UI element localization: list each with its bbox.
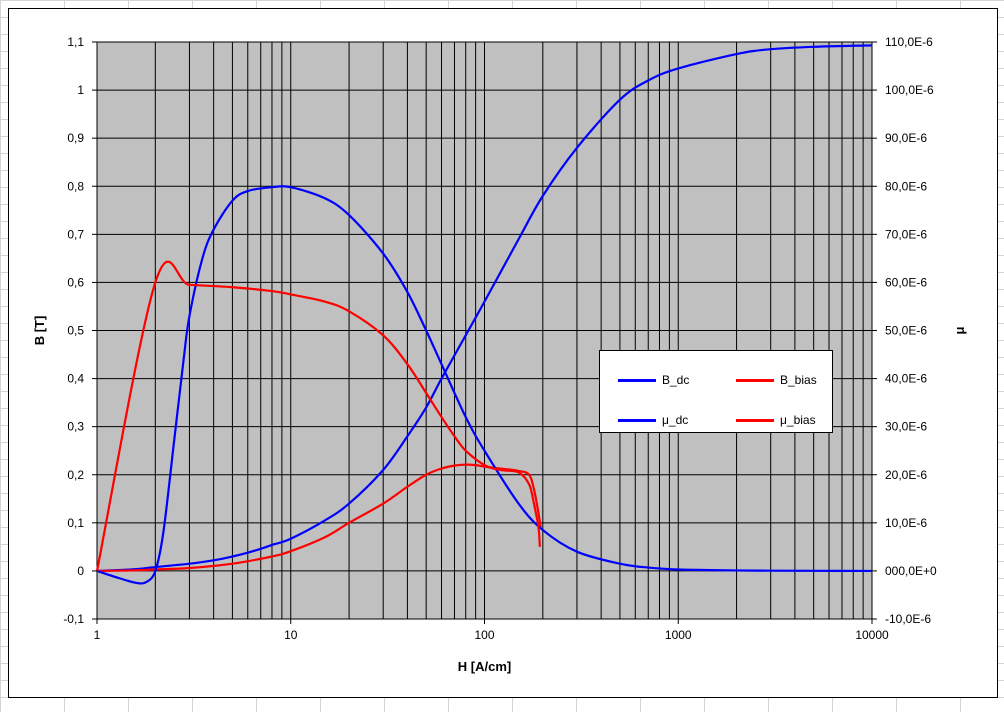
- legend-label: B_bias: [780, 373, 817, 387]
- y-left-tick-label: 0,3: [67, 420, 84, 434]
- series-layer: [95, 44, 873, 585]
- x-tick-label: 10000: [855, 628, 889, 642]
- y-right-tick-label: 70,0E-6: [885, 227, 927, 241]
- x-tick-label: 10: [284, 628, 298, 642]
- y-right-tick-label: 30,0E-6: [885, 420, 927, 434]
- y-left-tick-label: 0,9: [67, 131, 84, 145]
- tick-labels: 1 10 100 1000 10000 -0,1 -10,0E-6 0 000,0E+0 0,1 1…: [63, 35, 937, 642]
- y-left-tick-label: 0,1: [67, 516, 84, 530]
- legend-swatch: [736, 379, 774, 382]
- y-left-axis-title: B [T]: [32, 316, 47, 346]
- y-left-tick-label: 0,2: [67, 468, 84, 482]
- y-left-tick-label: 0,7: [67, 227, 84, 241]
- legend-swatch: [618, 419, 656, 422]
- y-right-tick-label: 80,0E-6: [885, 179, 927, 193]
- series-line-mu-bias: [95, 260, 541, 572]
- y-left-tick-label: 0: [77, 564, 84, 578]
- y-left-tick-label: 1: [77, 83, 84, 97]
- y-right-axis-title: μ: [952, 326, 967, 334]
- y-right-tick-label: -10,0E-6: [885, 612, 931, 626]
- y-right-tick-label: 110,0E-6: [885, 35, 933, 49]
- y-left-tick-label: 1,1: [67, 35, 84, 49]
- y-right-tick-label: 10,0E-6: [885, 516, 927, 530]
- grid-lines: [96, 41, 873, 620]
- chart-area[interactable]: 1 10 100 1000 10000 -0,1 -10,0E-6 0 000,0E+0 0,1 1…: [8, 8, 998, 698]
- y-right-tick-label: 20,0E-6: [885, 468, 927, 482]
- y-right-tick-label: 100,0E-6: [885, 83, 934, 97]
- x-axis-title: H [A/cm]: [458, 659, 511, 674]
- y-left-tick-label: 0,8: [67, 179, 84, 193]
- chart-canvas: 1 10 100 1000 10000 -0,1 -10,0E-6 0 000,0E+0 0,1 1…: [32, 35, 967, 674]
- series-line-b-bias: [96, 463, 542, 573]
- y-right-tick-label: 40,0E-6: [885, 372, 927, 386]
- y-left-tick-label: 0,5: [67, 324, 84, 338]
- y-right-tick-label: 000,0E+0: [885, 564, 937, 578]
- legend-label: B_dc: [662, 373, 690, 387]
- y-right-tick-label: 60,0E-6: [885, 275, 927, 289]
- legend-label: μ_dc: [662, 413, 689, 427]
- legend[interactable]: B_dc B_bias μ_dc μ_bias: [599, 350, 833, 433]
- series-line-mu-dc: [96, 185, 873, 585]
- y-right-tick-label: 90,0E-6: [885, 131, 927, 145]
- legend-label: μ_bias: [780, 413, 816, 427]
- legend-swatch: [736, 419, 774, 422]
- y-left-tick-label: 0,6: [67, 275, 84, 289]
- y-left-tick-label: 0,4: [67, 372, 84, 386]
- x-tick-label: 100: [474, 628, 494, 642]
- y-right-tick-label: 50,0E-6: [885, 324, 927, 338]
- x-tick-label: 1000: [665, 628, 692, 642]
- legend-swatch: [618, 379, 656, 382]
- y-left-tick-label: -0,1: [63, 612, 84, 626]
- x-tick-label: 1: [94, 628, 101, 642]
- series-line-b-dc: [96, 44, 873, 573]
